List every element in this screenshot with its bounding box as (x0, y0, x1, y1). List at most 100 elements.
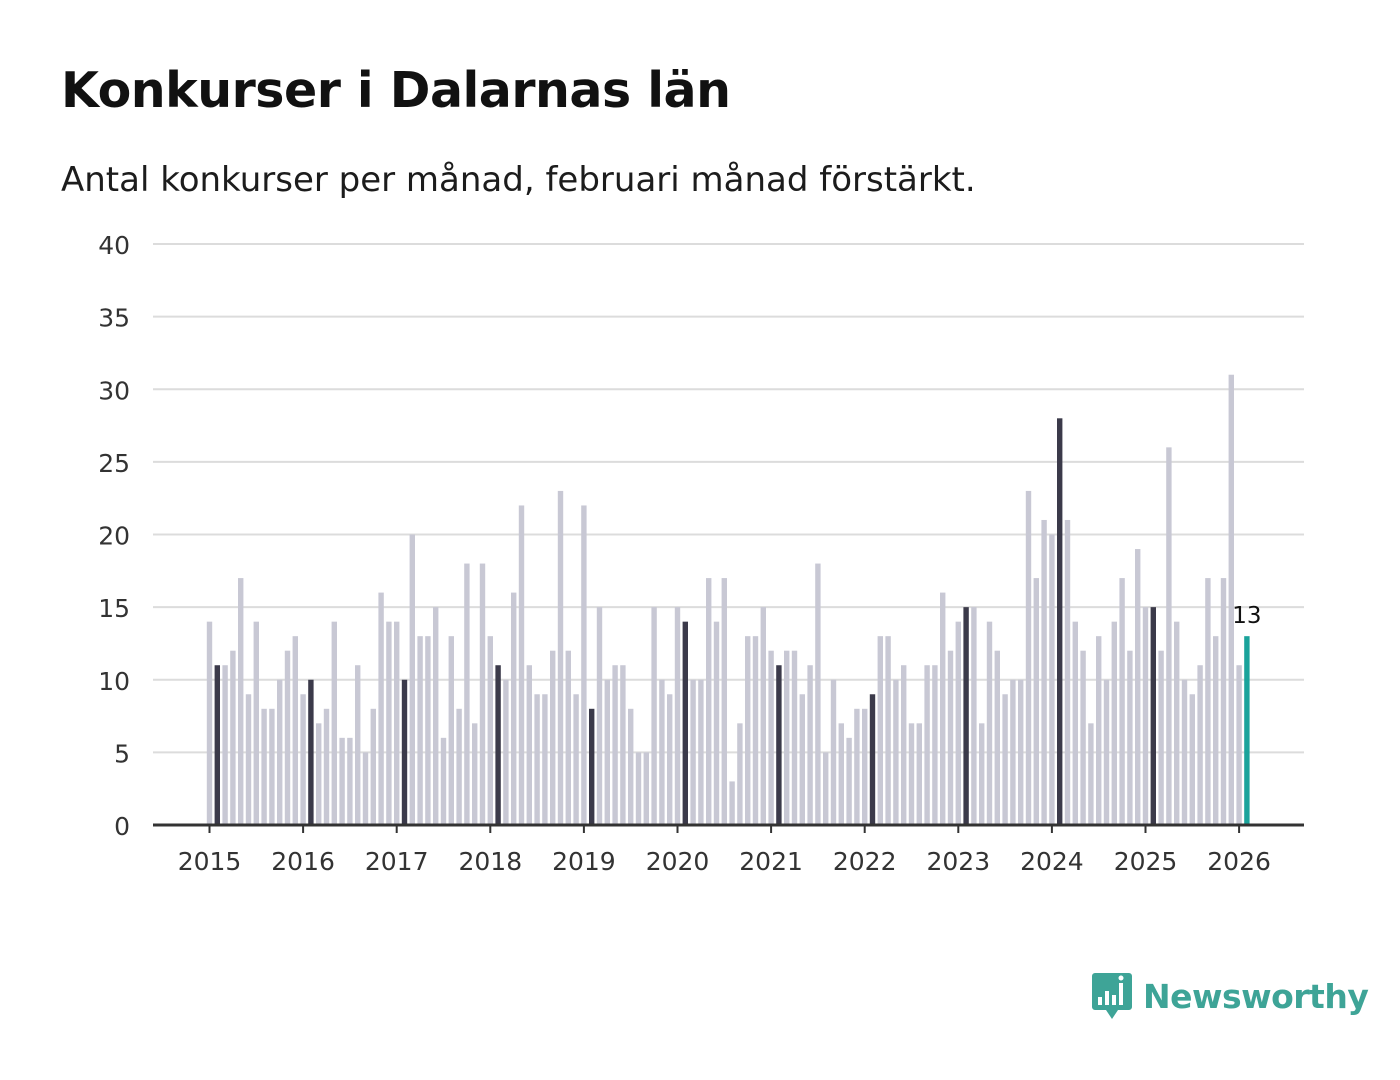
bar (924, 665, 930, 825)
bar (487, 636, 493, 825)
bar (784, 650, 790, 825)
bar (589, 708, 595, 825)
bar (386, 621, 392, 825)
latest-value-label: 13 (1232, 603, 1261, 629)
bar (565, 650, 571, 825)
bar (1197, 665, 1203, 825)
bar (456, 708, 462, 825)
bar (651, 607, 657, 826)
bar (620, 665, 626, 825)
x-tick-label: 2015 (178, 847, 242, 876)
bar (799, 694, 805, 825)
bar (472, 723, 478, 825)
x-tick-label: 2017 (365, 847, 429, 876)
x-tick-label: 2022 (833, 847, 897, 876)
bar (316, 723, 322, 825)
y-tick-label: 5 (114, 739, 130, 768)
brand-logo: Newsworthy (1091, 971, 1369, 1021)
bar (971, 607, 977, 826)
bar (347, 737, 353, 825)
x-tick-label: 2023 (926, 847, 990, 876)
bar (253, 621, 259, 825)
bar (698, 679, 704, 825)
bar (206, 621, 213, 825)
bar (238, 578, 244, 825)
y-tick-label: 10 (98, 667, 130, 696)
bar (846, 737, 852, 825)
bar (542, 694, 548, 825)
bar (222, 665, 228, 825)
bar (1205, 578, 1211, 825)
bar (628, 708, 634, 825)
bar (729, 781, 735, 825)
bar (573, 694, 579, 825)
newsworthy-logo-icon (1092, 973, 1132, 1019)
bar (752, 636, 759, 825)
bar (979, 723, 985, 825)
bars (206, 374, 1250, 826)
bar (721, 578, 727, 825)
bar (409, 534, 415, 825)
bar (1236, 665, 1242, 825)
y-tick-label: 30 (98, 376, 130, 405)
bar (1166, 447, 1172, 825)
bar (869, 694, 876, 825)
bar (737, 723, 743, 825)
bar (401, 679, 408, 825)
bar (745, 636, 751, 825)
bar (518, 505, 525, 825)
bar (908, 723, 915, 825)
bar (448, 636, 454, 825)
bar (1064, 519, 1071, 825)
bar (331, 621, 337, 825)
bar (370, 708, 376, 825)
bar (682, 621, 688, 825)
bar (674, 607, 681, 826)
bar (1111, 621, 1117, 825)
bar (1025, 490, 1032, 825)
bar (1181, 679, 1188, 825)
bar (947, 650, 954, 825)
bar (214, 665, 220, 825)
x-axis: 2015 2016 2017 2018 2019 2020 2021 2022 2023 2024… (153, 823, 1304, 876)
bar (1080, 650, 1086, 825)
bar (300, 694, 306, 825)
bar (760, 607, 766, 826)
bar (830, 679, 837, 825)
bar (1189, 694, 1195, 825)
bar (838, 723, 844, 825)
y-tick-label: 25 (98, 449, 130, 478)
bar (425, 636, 431, 825)
bar (916, 723, 922, 825)
bar (1103, 679, 1110, 825)
y-axis-ticks: 0 5 10 15 20 25 30 35 40 (98, 231, 130, 841)
y-tick-label: 35 (98, 304, 130, 333)
bar (1127, 650, 1133, 825)
bar (713, 621, 720, 825)
bar (776, 665, 782, 825)
x-tick-label: 2019 (552, 847, 616, 876)
bar (1220, 578, 1227, 825)
bar (230, 650, 236, 825)
bar (417, 636, 423, 825)
bar (550, 650, 556, 825)
bar (245, 694, 252, 825)
bar (479, 563, 486, 825)
bar (308, 679, 314, 825)
bar (791, 650, 798, 825)
bar (901, 665, 907, 825)
chart-subtitle: Antal konkurser per månad, februari måna… (61, 160, 976, 200)
bar (284, 650, 291, 825)
x-tick-label: 2024 (1020, 847, 1084, 876)
bar (511, 592, 517, 825)
bar (1018, 679, 1024, 825)
bar (433, 607, 439, 826)
bar (893, 679, 899, 825)
bar (1072, 621, 1078, 825)
bar (355, 665, 361, 825)
bar (768, 650, 774, 825)
bar (495, 665, 501, 825)
y-tick-label: 0 (114, 812, 130, 841)
bar (261, 708, 267, 825)
bar (526, 665, 532, 825)
